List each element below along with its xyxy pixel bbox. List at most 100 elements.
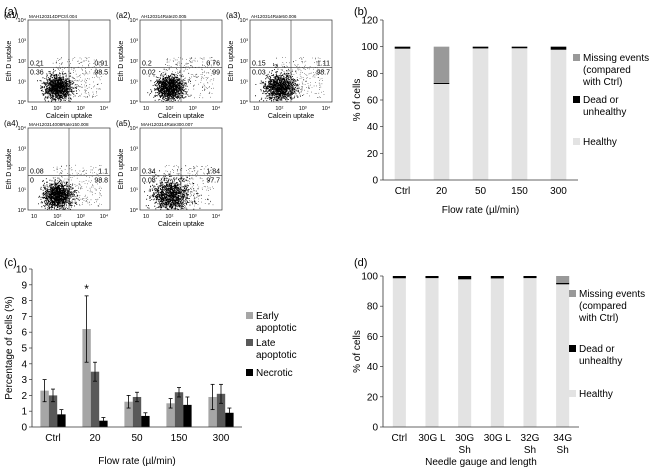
bar-missing-1 [433, 46, 450, 83]
flow-ytick: 10² [130, 59, 138, 65]
flow-ytick: 10² [130, 167, 138, 173]
flow-panel-file: AH120314Rate50.006 [251, 14, 297, 19]
y-tick-label: 2 [21, 391, 27, 402]
bar-dead-3 [511, 46, 528, 49]
flow-xtick: 10² [165, 214, 173, 220]
quadrant-ll: 0.03 [252, 70, 266, 77]
bar-dead-3 [490, 276, 504, 279]
legend-label: Missing events [583, 53, 649, 64]
y-tick-label: 0 [372, 423, 378, 434]
flow-panel-1: (a1) MAH120314DPCtrl.004 0.21 0.36 0.91 98.5 1… [4, 11, 111, 120]
flow-ytick: 10³ [18, 147, 26, 153]
x-axis-title: Flow rate (µl/min) [442, 205, 519, 216]
legend-swatch [569, 390, 576, 397]
legend-swatch [573, 54, 580, 61]
y-tick-label: 9 [21, 280, 27, 291]
flow-ytick: 10³ [130, 147, 138, 153]
legend-label: Dead or [583, 95, 619, 106]
legend-label: with Ctrl) [582, 77, 622, 88]
flow-panel-label: (a3) [226, 11, 241, 20]
y-tick-label: 60 [367, 332, 379, 343]
x-tick-label: Sh [557, 445, 569, 456]
legend-label: Healthy [579, 389, 613, 400]
flow-xtick: 10² [53, 106, 61, 112]
flow-xtick: 10² [275, 106, 283, 112]
bar-dead-2 [458, 276, 472, 280]
flow-panel-4: (a4) MAH120314008Rate150.008 0.08 0 1.1 98.8 1… [4, 119, 111, 228]
flow-ytick: 10¹ [130, 80, 138, 86]
flow-xtick: 10³ [77, 106, 85, 112]
flow-xtick: 10⁴ [100, 105, 109, 112]
flow-xtick: 10 [31, 214, 37, 220]
flow-panel-3: (a3) AH120314Rate50.006 0.15 0.03 1.11 98.7 10… [226, 11, 333, 120]
panel-label-a: (a) [4, 6, 17, 18]
bar-healthy-2 [472, 48, 489, 181]
bar-dead-4 [550, 46, 567, 50]
quadrant-lr: 98.8 [94, 178, 108, 185]
flow-panel-label: (a4) [4, 119, 19, 128]
flow-xtick: 10⁴ [100, 213, 109, 220]
x-tick-label: 20 [436, 186, 448, 197]
bar-early-2 [124, 401, 133, 427]
flow-xlabel: Calcein uptake [158, 113, 204, 120]
flow-panel-file: MAH120314008Rate150.008 [29, 122, 89, 127]
chart-c-apoptosis-flow-rate: 0 1 2 3 4 5 6 7 8 9 10 * Ctrl 20 50 150 300 Flow rate (µl… [4, 265, 297, 468]
legend-label: Healthy [583, 137, 617, 148]
legend-swatch [569, 290, 576, 297]
legend-label: unhealthy [579, 356, 622, 367]
flow-ytick: 10⁰ [18, 99, 27, 106]
flow-xtick: 10⁴ [212, 105, 221, 112]
quadrant-ur: 0.91 [94, 61, 108, 68]
y-axis-title: % of cells [352, 330, 363, 373]
flow-events [255, 57, 325, 102]
bar-early-1 [82, 329, 91, 427]
flow-ytick: 10⁴ [18, 17, 27, 24]
legend-label: with Ctrl) [578, 313, 618, 324]
x-axis-title: Needle gauge and length [425, 457, 537, 468]
bar-dead-1 [425, 276, 439, 279]
y-tick-label: 3 [21, 375, 27, 386]
quadrant-ul: 0.21 [30, 61, 44, 68]
bar-healthy-0 [392, 278, 406, 427]
y-tick-label: 40 [367, 362, 379, 373]
bar-late-2 [132, 396, 142, 427]
flow-xtick: 10⁴ [212, 213, 221, 220]
x-tick-label: Ctrl [395, 186, 411, 197]
legend-label: apoptotic [256, 350, 297, 361]
x-tick-label: 30G [455, 433, 474, 444]
flow-xlabel: Calcein uptake [46, 113, 92, 120]
flow-ytick: 10⁴ [130, 125, 139, 132]
bar-early-0 [40, 390, 49, 427]
flow-xtick: 10 [31, 106, 37, 112]
x-tick-label: Sh [524, 445, 536, 456]
flow-cytometry-panels: (a1) MAH120314DPCtrl.004 0.21 0.36 0.91 98.5 1… [4, 11, 333, 228]
bar-healthy-5 [556, 284, 570, 427]
x-tick-label: 34G [553, 433, 572, 444]
bar-missing-5 [556, 276, 570, 283]
flow-xtick: 10² [53, 214, 61, 220]
bar-healthy-3 [490, 278, 504, 427]
bar-late-4 [216, 393, 226, 427]
flow-panel-5: (a5) MAH120314Rate300.007 0.34 0.08 1.84 97.7… [116, 119, 223, 228]
flow-xtick: 10 [253, 106, 259, 112]
legend-label: Early [256, 311, 279, 322]
flow-xlabel: Calcein uptake [268, 113, 314, 120]
legend-label: Dead or [579, 344, 615, 355]
x-tick-label: Ctrl [392, 433, 408, 444]
quadrant-lr: 98.7 [316, 70, 330, 77]
flow-ytick: 10² [18, 59, 26, 65]
x-tick-label: Sh [459, 445, 471, 456]
flow-xtick: 10³ [189, 214, 197, 220]
bar-healthy-4 [550, 49, 567, 180]
bar-dead-0 [394, 46, 411, 49]
flow-events [144, 165, 214, 210]
panel-label-d: (d) [354, 257, 367, 269]
flow-panel-file: MAH120314DPCtrl.004 [29, 14, 77, 19]
legend-swatch [573, 138, 580, 145]
flow-ytick: 10⁰ [130, 99, 139, 106]
flow-ytick: 10³ [130, 39, 138, 45]
flow-panel-2: (a2) AH120314Rate20.005 0.2 0.02 0.76 99 10 10²… [116, 11, 223, 120]
flow-ytick: 10⁴ [18, 125, 27, 132]
bar-early-3 [166, 403, 175, 427]
panel-label-b: (b) [354, 6, 367, 18]
